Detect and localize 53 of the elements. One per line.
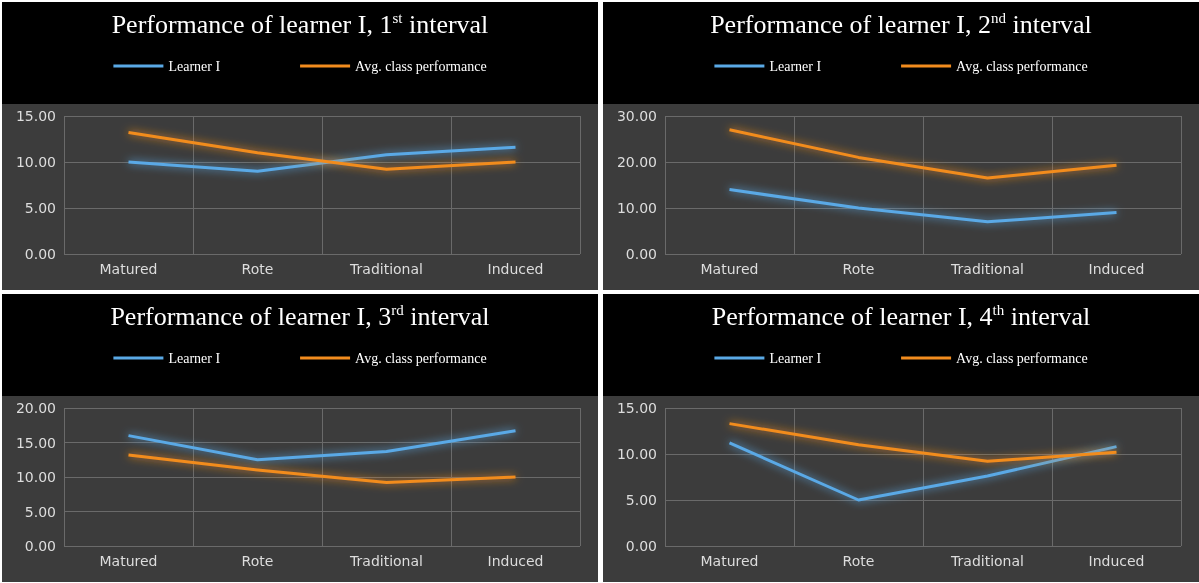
y-tick-label: 5.00 <box>24 503 56 520</box>
line-series <box>728 128 1118 180</box>
y-tick-label: 30.00 <box>616 108 657 124</box>
y-tick-label: 15.00 <box>616 400 657 416</box>
y-tick-label: 15.00 <box>15 434 56 451</box>
y-tick-label: 0.00 <box>625 246 657 262</box>
line-series <box>127 429 517 462</box>
legend-label: Avg. class performance <box>355 350 487 366</box>
y-tick-label: 20.00 <box>616 154 657 170</box>
x-tick-label: Rote <box>842 261 875 277</box>
legend-label: Learner I <box>168 58 221 74</box>
legend-label: Learner I <box>769 58 822 74</box>
legend-label: Avg. class performance <box>956 350 1088 366</box>
x-tick-label: Matured <box>99 261 158 277</box>
line-series <box>127 453 517 485</box>
line-series <box>127 131 517 171</box>
y-tick-label: 10.00 <box>616 446 657 462</box>
chart-title: Performance of learner I, 3$^{rd}$ interval <box>109 302 491 332</box>
line-series <box>728 441 1118 502</box>
x-tick-label: Induced <box>1088 553 1145 569</box>
x-tick-label: Traditional <box>349 261 423 277</box>
y-tick-label: 10.00 <box>15 154 56 170</box>
y-tick-label: 0.00 <box>24 246 56 262</box>
x-tick-label: Matured <box>700 261 759 277</box>
y-tick-label: 5.00 <box>625 492 657 508</box>
x-tick-label: Rote <box>241 553 274 569</box>
legend-label: Learner I <box>769 350 822 366</box>
line-series <box>728 188 1118 224</box>
line-series <box>728 422 1118 463</box>
chart-title: Performance of learner I, 4$^{th}$ interval <box>710 302 1092 332</box>
x-tick-label: Induced <box>1088 261 1145 277</box>
x-tick-label: Induced <box>487 553 544 569</box>
x-tick-label: Rote <box>241 261 274 277</box>
legend-label: Learner I <box>168 350 221 366</box>
x-tick-label: Matured <box>99 553 158 569</box>
x-tick-label: Rote <box>842 553 875 569</box>
x-tick-label: Matured <box>700 553 759 569</box>
y-tick-label: 0.00 <box>24 538 56 554</box>
x-tick-label: Traditional <box>950 261 1024 277</box>
x-tick-label: Traditional <box>950 553 1024 569</box>
y-tick-label: 10.00 <box>616 200 657 216</box>
chart-title: Performance of learner I, 1$^{st}$ interval <box>110 10 490 40</box>
y-tick-label: 15.00 <box>15 108 56 124</box>
legend-label: Avg. class performance <box>355 58 487 74</box>
legend-label: Avg. class performance <box>956 58 1088 74</box>
line-series <box>127 145 517 173</box>
chart-title: Performance of learner I, 2$^{nd}$ interval <box>709 10 1093 40</box>
y-tick-label: 5.00 <box>24 200 56 216</box>
y-tick-label: 0.00 <box>625 538 657 554</box>
y-tick-label: 10.00 <box>15 469 56 485</box>
y-tick-label: 20.00 <box>15 400 56 416</box>
x-tick-label: Traditional <box>349 553 423 569</box>
x-tick-label: Induced <box>487 261 544 277</box>
